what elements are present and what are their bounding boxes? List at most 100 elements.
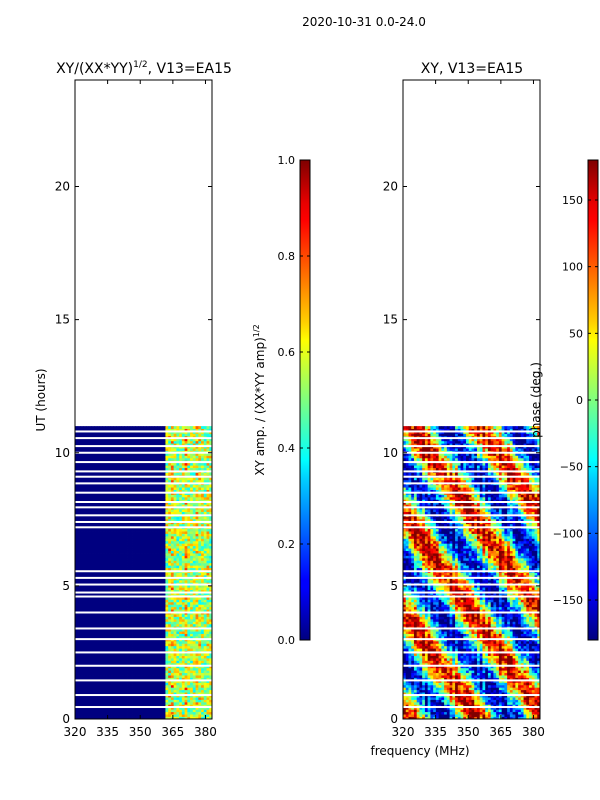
left-heatmap-cell bbox=[187, 487, 191, 490]
left-heatmap-cell bbox=[75, 496, 79, 500]
left-heatmap-cell bbox=[129, 670, 133, 674]
left-heatmap-cell bbox=[192, 692, 196, 695]
left-heatmap-cell bbox=[146, 538, 150, 542]
left-heatmap-cell bbox=[190, 599, 194, 603]
left-heatmap-cell bbox=[146, 653, 150, 656]
left-heatmap-cell bbox=[107, 499, 112, 503]
left-heatmap-cell bbox=[181, 477, 185, 481]
left-heatmap-cell bbox=[94, 562, 98, 566]
left-heatmap-cell bbox=[159, 548, 164, 551]
left-heatmap-cell bbox=[201, 523, 205, 527]
left-heatmap-cell bbox=[102, 704, 106, 708]
left-heatmap-cell bbox=[110, 709, 114, 713]
left-heatmap-cell bbox=[94, 618, 98, 622]
left-heatmap-cell bbox=[80, 614, 84, 617]
left-heatmap-cell bbox=[159, 714, 164, 717]
left-heatmap-cell bbox=[187, 655, 191, 659]
left-heatmap-cell bbox=[148, 477, 153, 481]
left-heatmap-cell bbox=[179, 709, 183, 713]
left-heatmap-cell bbox=[176, 672, 180, 676]
left-heatmap-cell bbox=[140, 499, 144, 503]
left-heatmap-cell bbox=[192, 518, 196, 522]
left-heatmap-cell bbox=[173, 567, 177, 571]
left-heatmap-cell bbox=[187, 596, 191, 600]
left-heatmap-cell bbox=[203, 479, 207, 483]
left-heatmap-cell bbox=[138, 645, 142, 649]
left-heatmap-cell bbox=[91, 579, 95, 583]
left-heatmap-cell bbox=[94, 557, 98, 561]
left-heatmap-cell bbox=[170, 653, 175, 656]
left-heatmap-cell bbox=[96, 584, 101, 588]
left-heatmap-cell bbox=[154, 711, 158, 715]
left-heatmap-cell bbox=[107, 616, 112, 620]
left-heatmap-cell bbox=[140, 684, 144, 688]
left-heatmap-cell bbox=[83, 579, 87, 583]
left-heatmap-cell bbox=[206, 640, 210, 644]
left-heatmap-cell bbox=[201, 667, 205, 671]
left-heatmap-cell bbox=[110, 501, 114, 505]
left-heatmap-cell bbox=[110, 614, 114, 617]
left-heatmap-cell bbox=[102, 599, 106, 603]
left-heatmap-cell bbox=[173, 684, 177, 688]
left-heatmap-cell bbox=[124, 538, 128, 542]
left-heatmap-cell bbox=[162, 684, 166, 688]
left-heatmap-cell bbox=[168, 550, 172, 554]
left-heatmap-cell bbox=[151, 711, 155, 715]
left-heatmap-cell bbox=[91, 648, 95, 652]
left-heatmap-cell bbox=[113, 516, 117, 520]
left-heatmap-cell bbox=[116, 550, 120, 554]
left-heatmap-cell bbox=[116, 706, 120, 710]
left-heatmap-cell bbox=[132, 479, 136, 483]
left-heatmap-cell bbox=[179, 487, 183, 490]
left-heatmap-cell bbox=[135, 545, 139, 549]
left-heatmap-cell bbox=[198, 606, 202, 610]
left-heatmap-cell bbox=[195, 543, 199, 547]
left-heatmap-cell bbox=[140, 687, 144, 691]
left-heatmap-cell bbox=[146, 560, 150, 564]
left-heatmap-cell bbox=[203, 643, 207, 647]
left-heatmap-cell bbox=[179, 550, 183, 554]
left-heatmap-cell bbox=[105, 662, 109, 666]
left-heatmap-cell bbox=[113, 609, 117, 613]
left-heatmap-cell bbox=[168, 511, 172, 515]
left-heatmap-cell bbox=[85, 677, 90, 681]
left-heatmap-cell bbox=[91, 677, 95, 681]
left-heatmap-cell bbox=[190, 701, 194, 705]
left-heatmap-cell bbox=[173, 518, 177, 522]
left-heatmap-cell bbox=[206, 636, 210, 639]
left-heatmap-cell bbox=[107, 670, 112, 674]
left-heatmap-cell bbox=[198, 518, 202, 522]
left-heatmap-cell bbox=[148, 697, 153, 700]
left-heatmap-cell bbox=[138, 621, 142, 625]
left-heatmap-cell bbox=[135, 653, 139, 656]
left-heatmap-cell bbox=[91, 701, 95, 705]
left-heatmap-cell bbox=[143, 528, 147, 532]
left-heatmap-cell bbox=[148, 518, 153, 522]
left-heatmap-cell bbox=[162, 553, 166, 556]
left-heatmap-cell bbox=[96, 518, 101, 522]
left-heatmap-cell bbox=[173, 697, 177, 700]
left-heatmap-cell bbox=[80, 479, 84, 483]
left-heatmap-cell bbox=[176, 516, 180, 520]
left-heatmap-cell bbox=[203, 538, 207, 542]
left-heatmap-cell bbox=[107, 660, 112, 664]
left-heatmap-cell bbox=[154, 575, 158, 578]
left-heatmap-cell bbox=[75, 511, 79, 515]
left-heatmap-cell bbox=[113, 484, 117, 488]
left-heatmap-cell bbox=[132, 572, 136, 576]
left-heatmap-cell bbox=[110, 548, 114, 551]
left-heatmap-cell bbox=[181, 535, 185, 539]
left-heatmap-cell bbox=[96, 523, 101, 527]
left-heatmap-cell bbox=[157, 655, 161, 659]
left-heatmap-cell bbox=[162, 701, 166, 705]
left-heatmap-cell bbox=[192, 643, 196, 647]
left-heatmap-cell bbox=[184, 501, 188, 505]
left-heatmap-cell bbox=[173, 704, 177, 708]
left-heatmap-cell bbox=[159, 487, 164, 490]
left-heatmap-cell bbox=[198, 540, 202, 544]
left-heatmap-cell bbox=[165, 604, 169, 608]
left-heatmap-cell bbox=[129, 523, 133, 527]
left-heatmap-cell bbox=[170, 667, 175, 671]
left-heatmap-cell bbox=[129, 538, 133, 542]
left-heatmap-cell bbox=[148, 687, 153, 691]
